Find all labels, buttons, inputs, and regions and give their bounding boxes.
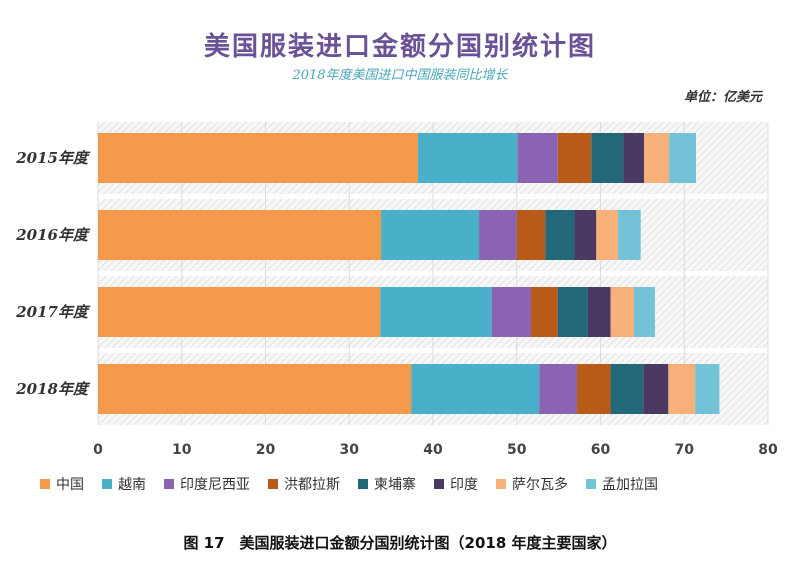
x-axis-ticks: 0 10 20 30 40 50 60 70 80 [93, 442, 778, 458]
bar-segment [380, 287, 492, 337]
category-label: 2018年度 [15, 380, 91, 398]
legend-label: 孟加拉国 [602, 477, 658, 493]
bar-segment [411, 364, 540, 414]
bar-segment [545, 210, 575, 260]
legend-item: 越南 [102, 474, 146, 494]
x-tick-label: 10 [172, 442, 192, 458]
legend-label: 洪都拉斯 [284, 477, 340, 493]
x-tick-label: 20 [256, 442, 276, 458]
legend-item: 孟加拉国 [586, 474, 658, 494]
bar-segment [643, 364, 669, 414]
bar-segment [98, 210, 382, 260]
bar-segment [557, 287, 588, 337]
bar-segment [98, 364, 412, 414]
legend-label: 越南 [118, 477, 146, 493]
x-tick-label: 0 [93, 442, 103, 458]
bar-segment [695, 364, 720, 414]
bar-segment [381, 210, 480, 260]
bar-segment [669, 133, 696, 183]
bar-segment [491, 287, 531, 337]
bar-segment [618, 210, 641, 260]
x-tick-label: 40 [423, 442, 443, 458]
x-tick-label: 80 [758, 442, 778, 458]
legend-swatch [586, 479, 596, 489]
x-tick-label: 50 [507, 442, 527, 458]
bar-segment [98, 287, 381, 337]
legend: 中国 越南 印度尼西亚 洪都拉斯 柬埔寨 印度 萨尔瓦多 孟加拉国 [40, 474, 676, 494]
bar-segment [634, 287, 655, 337]
bar-segment [610, 287, 634, 337]
legend-label: 萨尔瓦多 [512, 477, 568, 493]
bar-series [98, 133, 720, 414]
category-label: 2017年度 [15, 303, 91, 321]
chart-subtitle: 2018年度美国进口中国服装同比增长 [292, 68, 508, 83]
legend-swatch [358, 479, 368, 489]
legend-swatch [434, 479, 444, 489]
bar-chart: 2015年度 2016年度 2017年度 2018年度 0 10 20 30 40 50 60 70… [15, 122, 778, 458]
legend-item: 印度 [434, 474, 478, 494]
category-labels: 2015年度 2016年度 2017年度 2018年度 [15, 149, 91, 398]
bar-segment [591, 133, 624, 183]
legend-swatch [102, 479, 112, 489]
unit-label: 单位：亿美元 [683, 90, 762, 105]
x-tick-label: 60 [591, 442, 611, 458]
bar-segment [577, 364, 611, 414]
chart-title: 美国服装进口金额分国别统计图 [203, 32, 596, 62]
bar-segment [516, 210, 546, 260]
legend-swatch [496, 479, 506, 489]
figure-caption: 图 17 美国服装进口金额分国别统计图（2018 年度主要国家） [183, 534, 617, 552]
legend-item: 中国 [40, 474, 84, 494]
legend-swatch [40, 479, 50, 489]
bar-segment [596, 210, 619, 260]
bar-segment [479, 210, 517, 260]
bar-segment [587, 287, 611, 337]
bar-segment [417, 133, 518, 183]
legend-label: 中国 [56, 477, 84, 493]
x-tick-label: 70 [675, 442, 695, 458]
bar-segment [539, 364, 578, 414]
x-tick-label: 30 [340, 442, 360, 458]
bar-segment [574, 210, 597, 260]
category-label: 2015年度 [15, 149, 91, 167]
bar-segment [557, 133, 592, 183]
bar-segment [610, 364, 644, 414]
legend-item: 洪都拉斯 [268, 474, 340, 494]
legend-label: 印度尼西亚 [180, 477, 250, 493]
bar-segment [623, 133, 645, 183]
legend-item: 柬埔寨 [358, 474, 416, 494]
bar-segment [517, 133, 558, 183]
bar-segment [668, 364, 696, 414]
legend-label: 柬埔寨 [374, 477, 416, 493]
bar-segment [98, 133, 418, 183]
category-label: 2016年度 [15, 226, 91, 244]
bar-segment [530, 287, 558, 337]
legend-item: 萨尔瓦多 [496, 474, 568, 494]
legend-item: 印度尼西亚 [164, 474, 250, 494]
bar-segment [644, 133, 670, 183]
legend-swatch [268, 479, 278, 489]
legend-label: 印度 [450, 477, 478, 493]
legend-swatch [164, 479, 174, 489]
